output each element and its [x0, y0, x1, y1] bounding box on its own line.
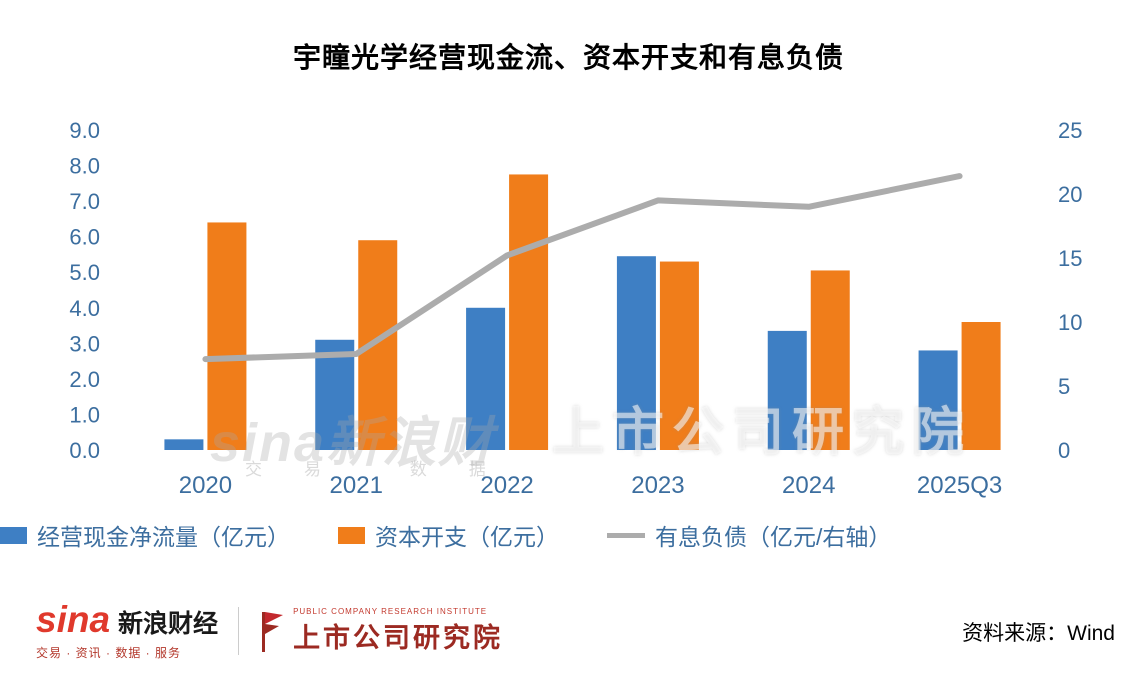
data-source: 资料来源：Wind [962, 622, 1115, 645]
svg-text:2021: 2021 [330, 472, 383, 499]
sina-logo-text: sina [36, 599, 111, 640]
svg-text:5.0: 5.0 [69, 260, 100, 285]
legend-label-operating-cash-flow: 经营现金净流量（亿元） [37, 524, 290, 550]
chart-title: 宇瞳光学经营现金流、资本开支和有息负债 [292, 42, 844, 73]
svg-text:4.0: 4.0 [69, 296, 100, 321]
legend-item-capex: 资本开支（亿元） [338, 518, 559, 552]
svg-text:25: 25 [1058, 118, 1082, 143]
footer: sina 新浪财经 交易 · 资讯 · 数据 · 服务 PUBLIC COMPA… [0, 582, 1137, 677]
svg-text:6.0: 6.0 [69, 225, 100, 250]
svg-text:2022: 2022 [480, 472, 533, 499]
svg-text:0: 0 [1058, 438, 1070, 463]
footer-divider [238, 607, 240, 655]
sina-tagline: 交易 · 资讯 · 数据 · 服务 [36, 646, 181, 660]
svg-text:20: 20 [1058, 182, 1082, 207]
svg-text:0.0: 0.0 [69, 438, 100, 463]
svg-text:2.0: 2.0 [69, 367, 100, 392]
svg-text:1.0: 1.0 [69, 402, 100, 427]
legend-swatch-blue-icon [0, 526, 27, 544]
legend-item-operating-cash-flow: 经营现金净流量（亿元） [0, 518, 290, 552]
legend-swatch-orange-icon [338, 526, 365, 544]
svg-text:9.0: 9.0 [69, 118, 100, 143]
combo-chart: 0.01.02.03.04.05.06.07.08.09.00510152025… [69, 118, 1082, 499]
svg-text:7.0: 7.0 [69, 189, 100, 214]
flag-icon [262, 612, 284, 652]
brand-row: sina 新浪财经 交易 · 资讯 · 数据 · 服务 PUBLIC COMPA… [36, 601, 503, 661]
chart-legend: 经营现金净流量（亿元） 资本开支（亿元） 有息负债（亿元/右轴） [0, 518, 891, 552]
svg-text:10: 10 [1058, 310, 1082, 335]
sina-brand-name: 新浪财经 [118, 610, 219, 638]
svg-text:2025Q3: 2025Q3 [917, 472, 1002, 499]
svg-text:2024: 2024 [782, 472, 835, 499]
legend-item-interest-bearing-debt: 有息负债（亿元/右轴） [607, 518, 891, 552]
institute-logo: PUBLIC COMPANY RESEARCH INSTITUTE 上市公司研究… [259, 607, 503, 655]
legend-label-capex: 资本开支（亿元） [375, 524, 559, 550]
svg-text:15: 15 [1058, 246, 1082, 271]
institute-subtitle: PUBLIC COMPANY RESEARCH INSTITUTE [293, 607, 488, 616]
svg-text:2020: 2020 [179, 472, 232, 499]
sina-logo: sina 新浪财经 交易 · 资讯 · 数据 · 服务 [36, 601, 218, 661]
institute-name: 上市公司研究院 [293, 623, 504, 653]
svg-text:8.0: 8.0 [69, 154, 100, 179]
svg-text:3.0: 3.0 [69, 331, 100, 356]
svg-text:2023: 2023 [631, 472, 684, 499]
legend-swatch-line-icon [607, 532, 645, 538]
legend-label-interest-bearing-debt: 有息负债（亿元/右轴） [655, 524, 892, 550]
svg-text:5: 5 [1058, 374, 1070, 399]
